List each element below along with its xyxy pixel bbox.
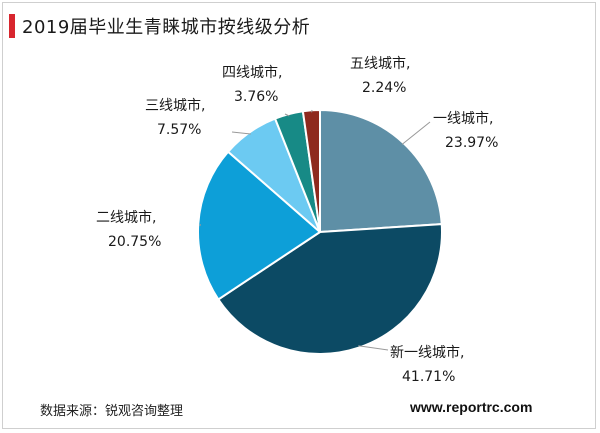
slice-label: 一线城市, <box>433 110 493 127</box>
leader-line <box>231 131 251 135</box>
slice-value-label: 7.57% <box>157 122 201 138</box>
data-source: 数据来源：锐观咨询整理 <box>40 404 184 419</box>
slice-label: 二线城市, <box>96 209 156 226</box>
pie-slice <box>197 150 322 301</box>
chart-title: 2019届毕业生青睐城市按线级分析 <box>22 17 311 38</box>
website-url: www.reportrc.com <box>410 399 533 415</box>
leader-line <box>401 121 431 145</box>
leader-line <box>358 345 389 351</box>
title-accent-bar <box>9 14 15 38</box>
pie-slice <box>216 223 443 355</box>
slice-value-label: 41.71% <box>402 369 455 385</box>
slice-value-label: 2.24% <box>362 80 406 96</box>
slice-label: 四线城市, <box>222 64 282 81</box>
slice-value-label: 23.97% <box>445 135 498 151</box>
slice-label: 五线城市, <box>350 55 410 72</box>
slice-value-label: 3.76% <box>234 89 278 105</box>
leader-line <box>284 113 290 117</box>
slice-label: 三线城市, <box>145 97 205 114</box>
pie-slice <box>319 108 443 234</box>
pie-slice <box>301 108 321 233</box>
slice-value-label: 20.75% <box>108 234 161 250</box>
slice-label: 新一线城市, <box>390 344 464 361</box>
